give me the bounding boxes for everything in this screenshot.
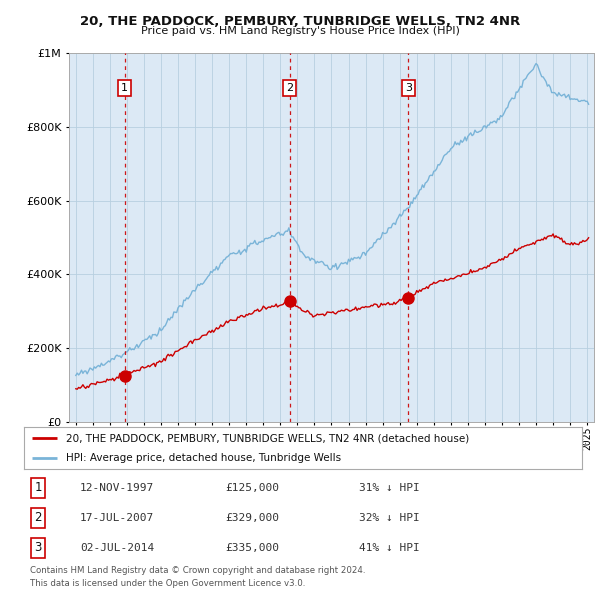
Text: £125,000: £125,000 (225, 483, 279, 493)
Text: 41% ↓ HPI: 41% ↓ HPI (359, 543, 419, 553)
Text: HPI: Average price, detached house, Tunbridge Wells: HPI: Average price, detached house, Tunb… (66, 454, 341, 463)
Text: 32% ↓ HPI: 32% ↓ HPI (359, 513, 419, 523)
Text: 2: 2 (34, 511, 42, 525)
Text: 31% ↓ HPI: 31% ↓ HPI (359, 483, 419, 493)
Text: Contains HM Land Registry data © Crown copyright and database right 2024.: Contains HM Land Registry data © Crown c… (30, 566, 365, 575)
Text: 2: 2 (286, 83, 293, 93)
Text: 3: 3 (34, 542, 41, 555)
Text: £335,000: £335,000 (225, 543, 279, 553)
Text: 3: 3 (405, 83, 412, 93)
Text: 12-NOV-1997: 12-NOV-1997 (80, 483, 154, 493)
Text: 20, THE PADDOCK, PEMBURY, TUNBRIDGE WELLS, TN2 4NR (detached house): 20, THE PADDOCK, PEMBURY, TUNBRIDGE WELL… (66, 434, 469, 444)
Text: Price paid vs. HM Land Registry's House Price Index (HPI): Price paid vs. HM Land Registry's House … (140, 26, 460, 36)
Text: £329,000: £329,000 (225, 513, 279, 523)
Text: 02-JUL-2014: 02-JUL-2014 (80, 543, 154, 553)
Text: 17-JUL-2007: 17-JUL-2007 (80, 513, 154, 523)
Text: 1: 1 (121, 83, 128, 93)
Text: 1: 1 (34, 481, 42, 494)
Text: 20, THE PADDOCK, PEMBURY, TUNBRIDGE WELLS, TN2 4NR: 20, THE PADDOCK, PEMBURY, TUNBRIDGE WELL… (80, 15, 520, 28)
Text: This data is licensed under the Open Government Licence v3.0.: This data is licensed under the Open Gov… (30, 579, 305, 588)
